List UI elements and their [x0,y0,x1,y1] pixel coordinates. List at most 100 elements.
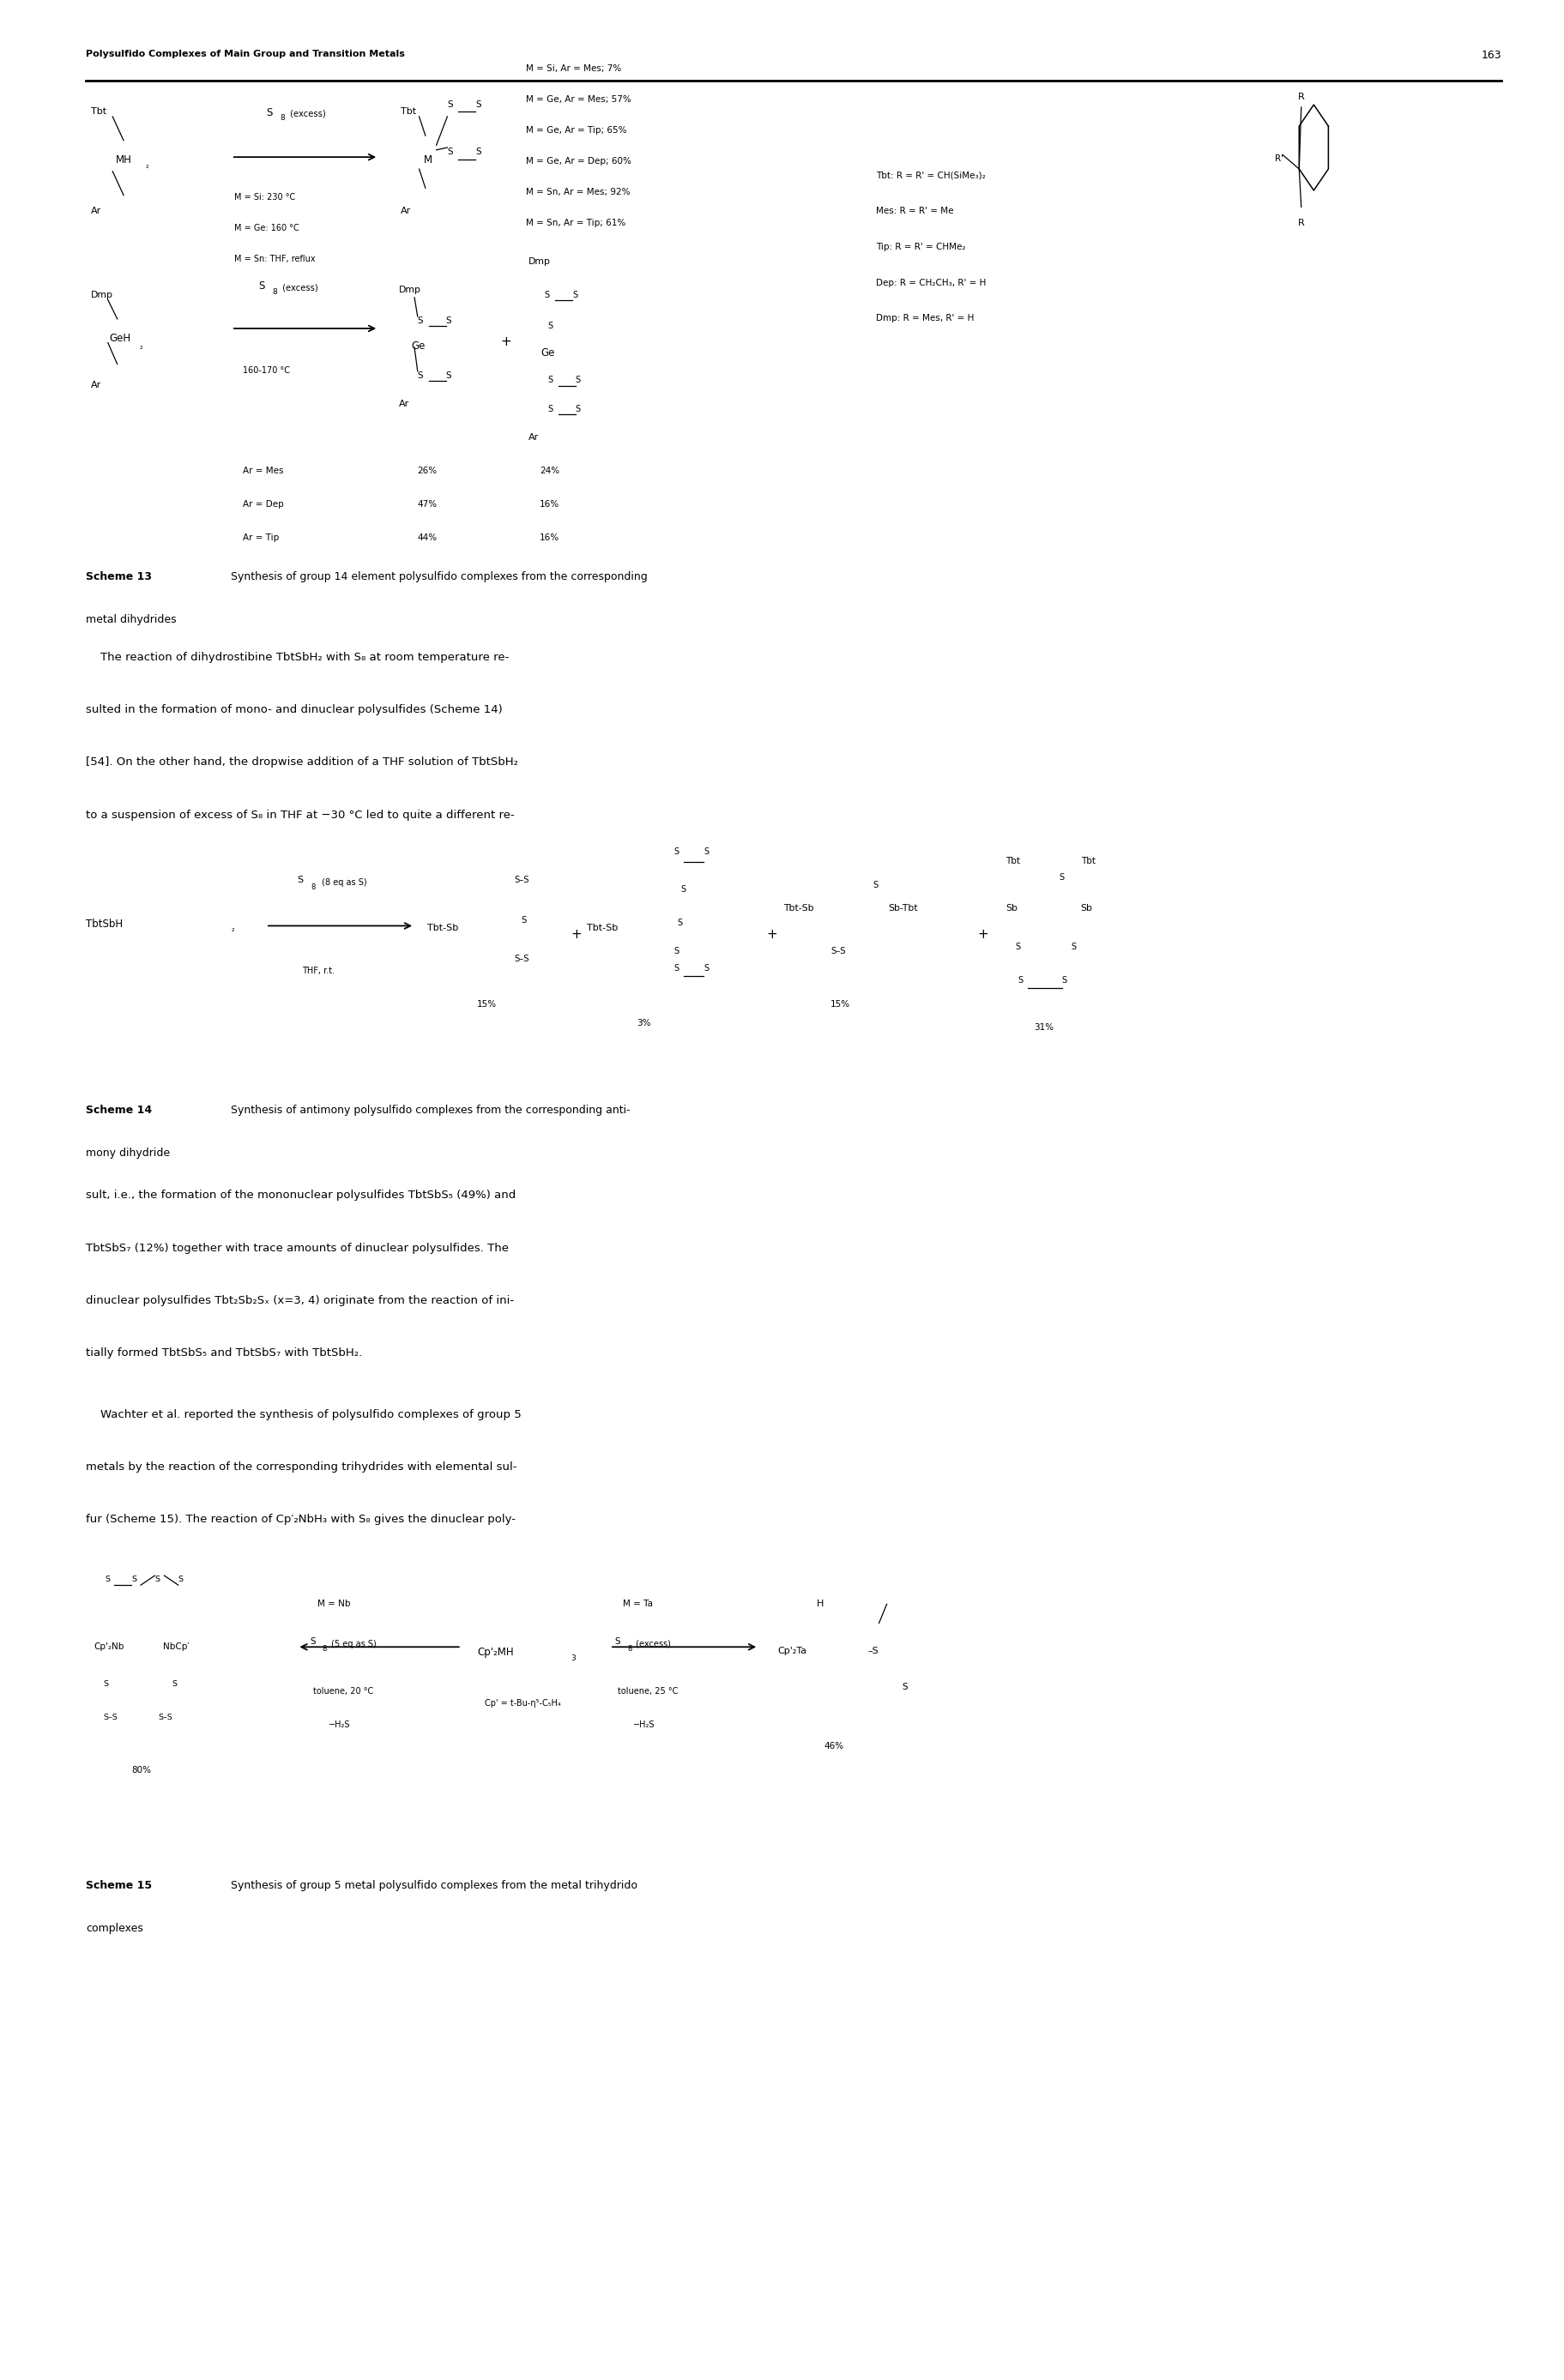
Text: S: S [475,100,482,109]
Text: metals by the reaction of the corresponding trihydrides with elemental sul-: metals by the reaction of the correspond… [86,1461,518,1473]
Text: 8: 8 [272,288,277,295]
Text: Ar = Dep: Ar = Dep [242,500,283,509]
Text: fur (Scheme 15). The reaction of Cp′₂NbH₃ with S₈ gives the dinuclear poly-: fur (Scheme 15). The reaction of Cp′₂NbH… [86,1514,516,1526]
Text: 3%: 3% [637,1019,651,1028]
Text: Tbt: Tbt [1081,857,1095,866]
Text: M: M [424,155,433,167]
Text: Sb: Sb [1081,904,1093,914]
Text: −H₂S: −H₂S [328,1721,350,1730]
Text: (5 eq as S): (5 eq as S) [328,1640,377,1649]
Text: S: S [155,1576,160,1583]
Text: 8: 8 [627,1645,632,1652]
Text: Wachter et al. reported the synthesis of polysulfido complexes of group 5: Wachter et al. reported the synthesis of… [86,1409,522,1421]
Text: tially formed TbtSbS₅ and TbtSbS₇ with TbtSbH₂.: tially formed TbtSbS₅ and TbtSbS₇ with T… [86,1347,363,1359]
Text: (excess): (excess) [633,1640,671,1649]
Text: complexes: complexes [86,1923,144,1935]
Text: Synthesis of antimony polysulfido complexes from the corresponding anti-: Synthesis of antimony polysulfido comple… [224,1104,630,1116]
Text: S: S [446,317,452,326]
Text: TbtSbH: TbtSbH [86,919,124,931]
Text: TbtSbS₇ (12%) together with trace amounts of dinuclear polysulfides. The: TbtSbS₇ (12%) together with trace amount… [86,1242,508,1254]
Text: [54]. On the other hand, the dropwise addition of a THF solution of TbtSbH₂: [54]. On the other hand, the dropwise ad… [86,757,518,769]
Text: Tip: R = R' = CHMe₂: Tip: R = R' = CHMe₂ [876,243,965,252]
Text: Dep: R = CH₂CH₃, R' = H: Dep: R = CH₂CH₃, R' = H [876,278,985,288]
Text: Tbt-Sb: Tbt-Sb [586,923,618,933]
Text: Polysulfido Complexes of Main Group and Transition Metals: Polysulfido Complexes of Main Group and … [86,50,405,60]
Text: (excess): (excess) [288,109,327,119]
Text: to a suspension of excess of S₈ in THF at −30 °C led to quite a different re-: to a suspension of excess of S₈ in THF a… [86,809,515,821]
Text: S: S [680,885,685,895]
Text: S: S [704,964,708,973]
Text: NbCp′: NbCp′ [163,1642,189,1652]
Text: S: S [447,100,454,109]
Text: R': R' [1275,155,1282,164]
Text: S: S [1071,942,1076,952]
Text: H: H [816,1599,824,1609]
Text: 26%: 26% [418,466,438,476]
Text: S: S [674,947,679,957]
Text: S: S [873,881,877,890]
Text: +: + [500,336,511,347]
Text: ₂: ₂ [231,926,235,933]
Text: S: S [902,1683,909,1692]
Text: Cp'₂Ta: Cp'₂Ta [777,1647,807,1656]
Text: R: R [1298,93,1304,102]
Text: Dmp: Dmp [529,257,551,267]
Text: S: S [704,847,708,857]
Text: 16%: 16% [540,500,560,509]
Text: Tbt: R = R' = CH(SiMe₃)₂: Tbt: R = R' = CH(SiMe₃)₂ [876,171,985,181]
Text: M = Nb: M = Nb [317,1599,350,1609]
Text: S: S [131,1576,136,1583]
Text: Dmp: R = Mes, R' = H: Dmp: R = Mes, R' = H [876,314,974,324]
Text: S: S [576,376,580,386]
Text: S: S [547,376,552,386]
Text: 80%: 80% [131,1766,152,1775]
Text: S: S [447,148,454,157]
Text: S–S: S–S [830,947,846,957]
Text: S: S [446,371,452,381]
Text: S–S: S–S [515,954,530,964]
Text: The reaction of dihydrostibine TbtSbH₂ with S₈ at room temperature re-: The reaction of dihydrostibine TbtSbH₂ w… [86,652,510,664]
Text: THF, r.t.: THF, r.t. [302,966,335,976]
Text: Tbt-Sb: Tbt-Sb [427,923,458,933]
Text: S: S [258,281,264,293]
Text: 44%: 44% [418,533,438,543]
Text: 16%: 16% [540,533,560,543]
Text: +: + [766,928,777,940]
Text: S: S [615,1637,621,1647]
Text: –S: –S [868,1647,879,1656]
Text: M = Ge, Ar = Dep; 60%: M = Ge, Ar = Dep; 60% [526,157,630,167]
Text: S: S [521,916,526,926]
Text: Ar: Ar [91,381,102,390]
Text: S: S [576,405,580,414]
Text: S: S [475,148,482,157]
Text: toluene, 25 °C: toluene, 25 °C [618,1687,679,1697]
Text: S: S [105,1576,109,1583]
Text: toluene, 20 °C: toluene, 20 °C [313,1687,374,1697]
Text: 8: 8 [280,114,285,121]
Text: S: S [677,919,682,928]
Text: S: S [544,290,549,300]
Text: S: S [172,1680,177,1687]
Text: S: S [266,107,272,119]
Text: M = Sn, Ar = Mes; 92%: M = Sn, Ar = Mes; 92% [526,188,630,198]
Text: mony dihydride: mony dihydride [86,1147,170,1159]
Text: Cp'₂Nb: Cp'₂Nb [94,1642,124,1652]
Text: Sb: Sb [1006,904,1018,914]
Text: Scheme 15: Scheme 15 [86,1880,152,1892]
Text: 160-170 °C: 160-170 °C [242,367,289,376]
Text: S: S [1062,976,1067,985]
Text: Ge: Ge [411,340,425,352]
Text: S: S [418,317,424,326]
Text: M = Si: 230 °C: M = Si: 230 °C [235,193,296,202]
Text: Ge: Ge [541,347,555,359]
Text: Ar = Mes: Ar = Mes [242,466,283,476]
Text: 31%: 31% [1034,1023,1054,1033]
Text: M = Si, Ar = Mes; 7%: M = Si, Ar = Mes; 7% [526,64,621,74]
Text: Dmp: Dmp [91,290,113,300]
Text: S: S [674,847,679,857]
Text: S: S [418,371,424,381]
Text: S: S [178,1576,183,1583]
Text: S: S [547,321,552,331]
Text: Synthesis of group 14 element polysulfido complexes from the corresponding: Synthesis of group 14 element polysulfid… [224,571,647,583]
Text: S: S [674,964,679,973]
